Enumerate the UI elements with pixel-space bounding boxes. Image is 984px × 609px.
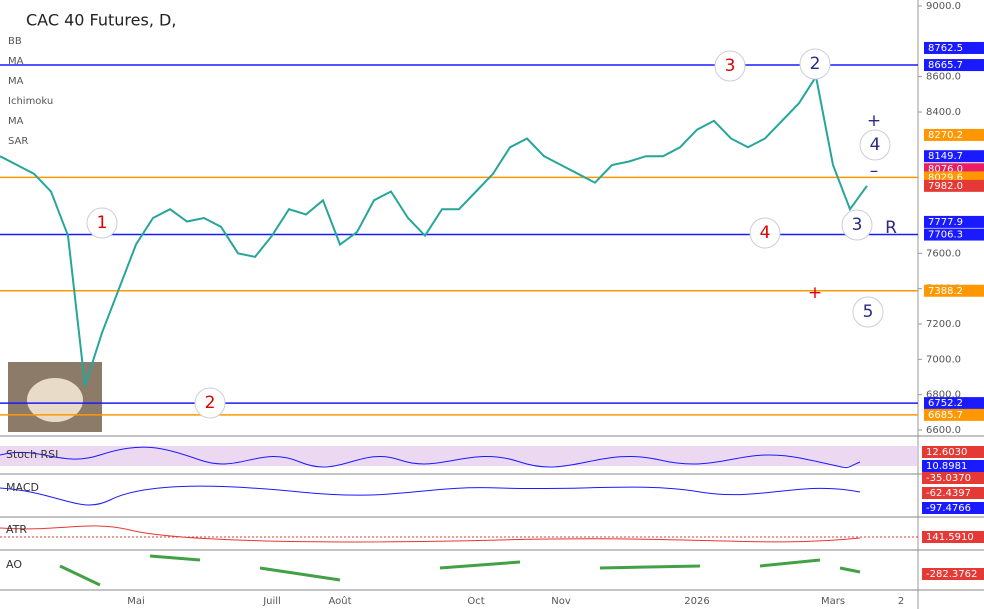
panel-value-tag: [922, 487, 984, 499]
wave-circle: [852, 296, 884, 328]
panel-value: 10.8981: [926, 461, 967, 472]
level-label: 8029.6: [928, 172, 963, 183]
panel-value-tag: [922, 531, 984, 543]
level-label: 8270.2: [928, 130, 963, 141]
indicator-name: MA: [8, 56, 24, 67]
indicator-name: MA: [8, 116, 24, 127]
macd-line: [0, 485, 861, 506]
panel-value-tag: [922, 460, 984, 472]
wave-circle: [749, 217, 781, 249]
level-tag: [924, 41, 984, 54]
price-line: [0, 74, 868, 387]
level-label: 8076.0: [928, 164, 963, 175]
level-label: 6752.2: [928, 398, 963, 409]
ao-histogram: [59, 554, 861, 587]
wave-label: 1: [97, 213, 108, 233]
header-bg: [0, 0, 240, 30]
panel-name: AO: [6, 558, 22, 571]
panel-value: -97.4766: [926, 503, 971, 514]
wave-label: 3: [725, 56, 736, 76]
y-tick-label: 7200.0: [926, 319, 961, 330]
x-tick-label: Août: [328, 595, 351, 607]
stoch-band: [0, 446, 918, 466]
wave-label: +: [867, 111, 881, 131]
y-tick-label: 7000.0: [926, 354, 961, 365]
level-label: 7777.9: [928, 217, 963, 228]
x-tick-label: 2026: [684, 596, 709, 607]
level-label: 7706.3: [928, 230, 963, 241]
level-tag: [924, 150, 984, 163]
indicator-name: BB: [8, 36, 22, 47]
wave-label: 3: [852, 215, 863, 235]
level-label: 7982.0: [928, 181, 963, 192]
x-tick-label: Mars: [821, 596, 845, 607]
wave-label: +: [808, 283, 822, 303]
wave-label: 2: [810, 54, 821, 74]
chart-title: CAC 40 Futures, D,: [26, 11, 176, 30]
level-label: 7388.2: [928, 286, 963, 297]
panel-value: 141.5910: [926, 532, 974, 543]
wave-circle: [714, 50, 746, 82]
wave-circle: [194, 387, 226, 419]
x-tick-label: 2: [898, 596, 904, 607]
level-label: 8149.7: [928, 151, 963, 162]
level-tag: [924, 215, 984, 228]
panel-name: ATR: [6, 523, 27, 536]
level-tag: [924, 128, 984, 141]
wave-label: R: [885, 218, 897, 238]
wave-label: –: [870, 161, 879, 181]
level-tag: [924, 228, 984, 241]
y-tick-label: 7600.0: [926, 248, 961, 259]
panel-name: Stoch RSI: [6, 448, 58, 461]
atr-line: [0, 525, 861, 543]
panel-value-tag: [922, 502, 984, 514]
wave-label: 5: [863, 302, 874, 322]
level-tag: [924, 397, 984, 410]
panel-value-tag: [922, 568, 984, 580]
indicator-name: Ichimoku: [8, 96, 53, 107]
panel-name: MACD: [6, 481, 39, 494]
wave-circle: [799, 48, 831, 80]
x-tick-label: Mai: [127, 596, 145, 607]
y-tick-label: 8600.0: [926, 72, 961, 83]
stoch-line: [0, 446, 861, 469]
level-label: 8665.7: [928, 60, 963, 71]
panel-value: -35.0370: [926, 473, 971, 484]
x-tick-label: Oct: [467, 596, 484, 607]
level-tag: [924, 179, 984, 192]
panel-value: 12.6030: [926, 447, 967, 458]
panel-value-tag: [922, 446, 984, 458]
x-tick-label: Juill: [262, 596, 281, 607]
wave-label: 4: [760, 223, 771, 243]
panel-value-tag: [922, 472, 984, 484]
wave-label: 4: [870, 135, 881, 155]
level-tag: [924, 408, 984, 421]
wave-circle: [86, 207, 118, 239]
indicator-name: SAR: [8, 136, 28, 147]
x-tick-label: Nov: [551, 596, 571, 607]
avatar-bear: [27, 378, 83, 422]
wave-circle: [859, 129, 891, 161]
level-label: 6685.7: [928, 410, 963, 421]
level-tag: [924, 284, 984, 297]
panel-value: -282.3762: [926, 569, 977, 580]
wave-label: 2: [205, 393, 216, 413]
level-label: 8762.5: [928, 43, 963, 54]
panel-value: -62.4397: [926, 488, 971, 499]
y-tick-label: 6800.0: [926, 390, 961, 401]
y-tick-label: 6600.0: [926, 425, 961, 436]
indicator-name: MA: [8, 76, 24, 87]
wave-circle: [841, 209, 873, 241]
y-tick-label: 9000.0: [926, 1, 961, 12]
y-tick-label: 8400.0: [926, 107, 961, 118]
level-tag: [924, 59, 984, 72]
